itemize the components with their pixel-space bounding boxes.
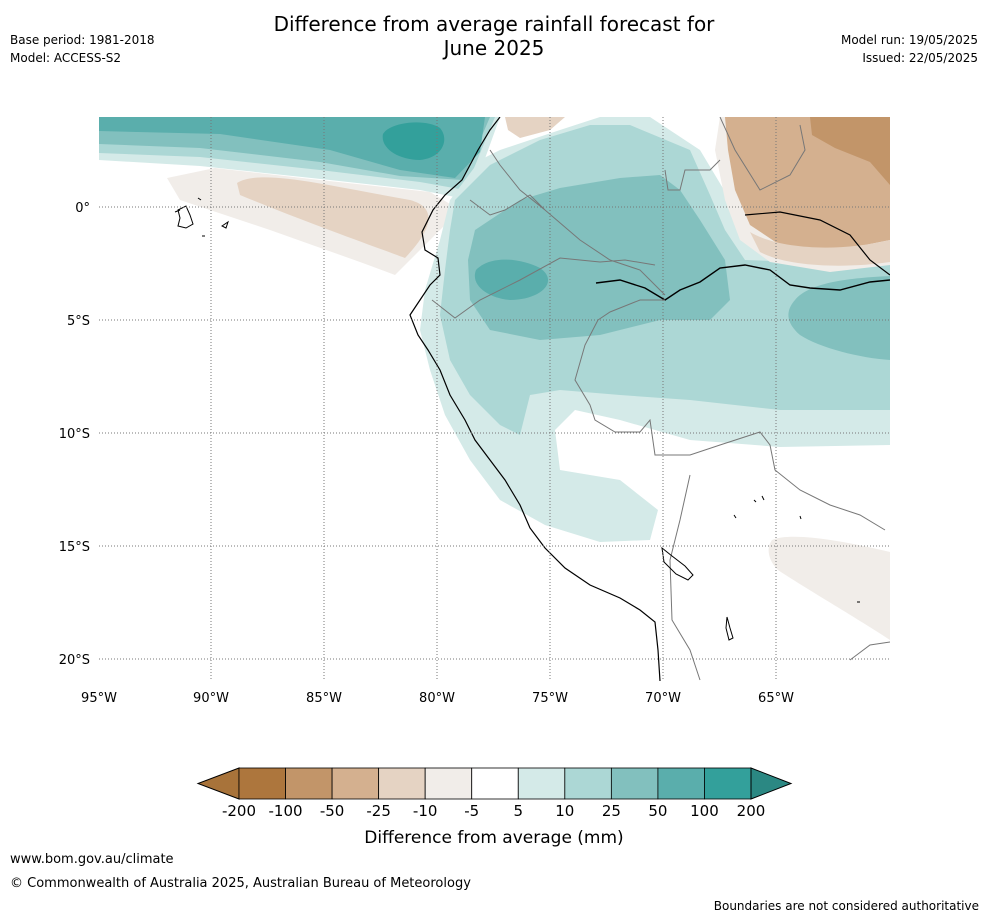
colorbar-swatch: [285, 767, 333, 800]
coastal-dry-patch: [505, 117, 565, 138]
pacific-band-200: [382, 122, 445, 160]
title-line-1: Difference from average rainfall forecas…: [273, 12, 715, 36]
colorbar-arrow-high: [750, 767, 793, 800]
lat-label-0: 0°: [75, 201, 90, 216]
footer-note: Boundaries are not considered authoritat…: [713, 899, 979, 913]
latitude-labels: 0° 5°S 10°S 15°S 20°S: [59, 201, 90, 668]
colorbar-swatch: [331, 767, 380, 800]
colorbar-tick-label: 50: [648, 802, 667, 820]
amazon-river: [595, 264, 890, 301]
amazon-wet-50: [468, 175, 730, 340]
colorbar-swatch: [424, 767, 473, 800]
chart-title: Difference from average rainfall forecas…: [0, 12, 988, 60]
map-body: [99, 117, 890, 681]
colorbar-swatch: [704, 767, 752, 800]
colorbar-tick-label: -25: [366, 802, 391, 820]
amazon-wet-50-east: [788, 276, 890, 360]
southeast-dry-5: [768, 536, 890, 640]
colorbar-tick-label: 200: [737, 802, 766, 820]
colorbar: [196, 767, 793, 800]
lat-label-10s: 10°S: [59, 427, 90, 442]
lat-label-15s: 15°S: [59, 540, 90, 555]
colorbar-tick-labels: -200 -100 -50 -25 -10 -5 5 10 25 50 100 200: [222, 802, 765, 820]
lon-label-65w: 65°W: [758, 691, 794, 706]
rio-negro: [744, 211, 890, 276]
base-period-text: Base period: 1981-2018: [10, 33, 155, 47]
colorbar-tick-label: 10: [555, 802, 574, 820]
colorbar-tick-label: -100: [269, 802, 303, 820]
south-america-coastline: [409, 117, 661, 681]
pacific-dry-10: [237, 177, 429, 258]
lat-label-5s: 5°S: [67, 314, 90, 329]
model-text: Model: ACCESS-S2: [10, 51, 122, 65]
lon-label-90w: 90°W: [193, 691, 229, 706]
amazon-wet-100: [474, 259, 549, 300]
lon-label-80w: 80°W: [419, 691, 455, 706]
meta-right: Model run: 19/05/2025 Issued: 22/05/2025: [841, 31, 978, 67]
lat-label-20s: 20°S: [59, 653, 90, 668]
title-line-2: June 2025: [443, 36, 545, 60]
footer-url: www.bom.gov.au/climate: [10, 852, 174, 867]
colorbar-swatch: [610, 767, 659, 800]
colorbar-tick-label: -200: [222, 802, 256, 820]
lon-label-85w: 85°W: [306, 691, 342, 706]
model-run-text: Model run: 19/05/2025: [840, 33, 978, 47]
colorbar-swatch: [657, 767, 705, 800]
longitude-labels: 95°W 90°W 85°W 80°W 75°W 70°W 65°W: [81, 691, 794, 706]
issued-text: Issued: 22/05/2025: [862, 51, 978, 65]
colorbar-tick-label: 25: [602, 802, 621, 820]
colorbar-swatch: [238, 767, 286, 800]
lon-label-75w: 75°W: [532, 691, 568, 706]
map-gridlines: [99, 117, 890, 681]
colorbar-tick-label: 100: [690, 802, 719, 820]
brazil-dry-light: [750, 232, 890, 266]
colorbar-arrow-low: [196, 767, 240, 800]
colorbar-title: Difference from average (mm): [364, 828, 623, 848]
colorbar-swatch: [517, 767, 566, 800]
lake-titicaca: [661, 546, 694, 581]
colorbar-tick-label: -50: [320, 802, 345, 820]
small-lakes: [725, 495, 860, 641]
colorbar-tick-label: 5: [513, 802, 523, 820]
colorbar-tick-label: -5: [464, 802, 479, 820]
colorbar-tick-label: -10: [413, 802, 438, 820]
lon-label-95w: 95°W: [81, 691, 117, 706]
meta-left: Base period: 1981-2018 Model: ACCESS-S2: [10, 31, 155, 67]
country-borders: [431, 117, 890, 681]
footer-copyright: © Commonwealth of Australia 2025, Austra…: [10, 876, 471, 891]
colorbar-swatch: [564, 767, 612, 800]
lon-label-70w: 70°W: [645, 691, 681, 706]
colorbar-swatch: [471, 767, 519, 800]
colorbar-swatch: [378, 767, 426, 800]
brazil-dry-25: [810, 117, 890, 185]
